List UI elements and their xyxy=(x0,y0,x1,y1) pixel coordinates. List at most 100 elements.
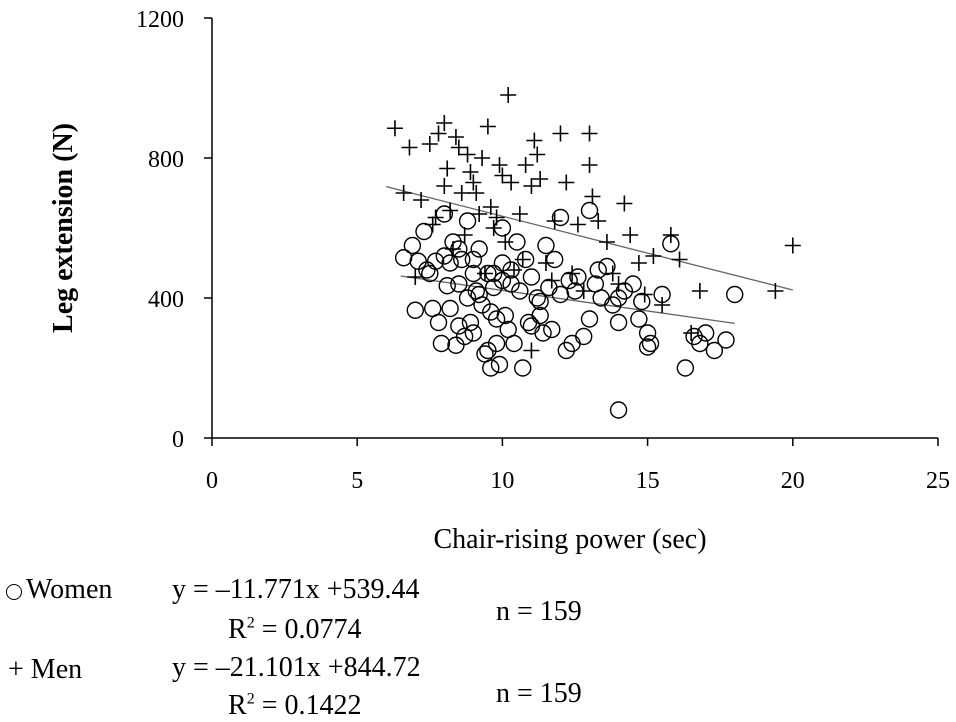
women-point xyxy=(490,355,509,374)
men-point xyxy=(630,255,647,271)
men-point xyxy=(691,283,708,299)
women-point xyxy=(543,320,561,339)
men-point xyxy=(645,248,662,264)
women-point xyxy=(482,359,500,377)
men-point xyxy=(552,125,569,142)
legend-women: Women xyxy=(6,576,112,604)
women-r2: R2 = 0.0774 xyxy=(228,614,362,645)
men-point xyxy=(413,192,430,208)
women-point xyxy=(464,250,483,269)
women-point xyxy=(676,359,695,377)
men-point xyxy=(683,325,700,341)
men-point xyxy=(447,129,464,145)
women-point xyxy=(511,282,529,300)
women-r2-sup: 2 xyxy=(246,614,255,632)
men-point xyxy=(558,174,575,191)
women-point xyxy=(426,252,445,270)
women-point xyxy=(580,201,599,220)
men-point xyxy=(584,188,601,205)
men-point xyxy=(500,87,517,103)
women-point xyxy=(479,341,497,360)
circle-marker-icon xyxy=(6,583,22,600)
women-point xyxy=(406,301,424,319)
men-point xyxy=(662,227,679,243)
women-point xyxy=(502,275,520,293)
men-point xyxy=(474,150,491,166)
men-point xyxy=(436,178,453,194)
men-point xyxy=(427,209,444,226)
women-point xyxy=(691,334,709,353)
women-point xyxy=(685,327,703,346)
women-point xyxy=(575,327,593,346)
men-point xyxy=(424,216,441,233)
women-point xyxy=(638,338,657,356)
women-point xyxy=(638,324,657,342)
women-point xyxy=(589,261,607,279)
men-point xyxy=(450,139,467,156)
men-point xyxy=(488,209,505,226)
women-point xyxy=(609,289,628,307)
women-point xyxy=(487,334,506,353)
women-r2-value: = 0.0774 xyxy=(254,614,362,645)
men-point xyxy=(401,139,418,156)
men-point xyxy=(671,251,688,268)
men-point xyxy=(517,157,534,173)
women-point xyxy=(531,292,549,311)
women-point xyxy=(557,341,575,360)
women-point xyxy=(615,282,634,300)
y-tick-label: 0 xyxy=(172,427,184,453)
men-point xyxy=(598,234,615,250)
men-point xyxy=(407,269,424,285)
women-point xyxy=(551,285,570,304)
women-point xyxy=(563,334,581,353)
men-point xyxy=(503,174,520,191)
women-point xyxy=(630,310,648,328)
men-r2-sup: 2 xyxy=(246,690,255,708)
men-point xyxy=(386,120,403,137)
women-point xyxy=(493,254,512,272)
x-axis-title: Chair-rising power (sec) xyxy=(433,524,706,555)
men-point xyxy=(497,234,514,250)
men-point xyxy=(479,118,496,135)
men-point xyxy=(462,164,479,180)
legend-men: + Men xyxy=(8,656,82,684)
women-point xyxy=(441,254,459,272)
women-point xyxy=(487,310,506,328)
men-point xyxy=(395,185,412,201)
men-point xyxy=(537,255,554,271)
women-point xyxy=(534,324,552,342)
women-point xyxy=(470,285,488,304)
women-point xyxy=(484,278,503,297)
men-r2: R2 = 0.1422 xyxy=(228,690,362,721)
women-point xyxy=(441,299,459,318)
men-point xyxy=(543,272,560,289)
women-point xyxy=(458,289,477,307)
x-tick-label: 0 xyxy=(206,468,218,494)
men-point xyxy=(514,251,531,268)
women-point xyxy=(429,313,448,332)
women-point xyxy=(540,278,558,297)
tick-labels: 0 5 10 15 20 25 0 400 800 1200 xyxy=(136,7,950,494)
women-point xyxy=(409,252,427,270)
women-point xyxy=(519,313,538,332)
men-point xyxy=(590,213,607,229)
men-point xyxy=(459,146,476,163)
scatter-chart: 0 5 10 15 20 25 0 400 800 1200 Chair-rising power… xyxy=(48,7,950,555)
men-point xyxy=(485,220,502,236)
men-trend-line xyxy=(386,186,793,291)
women-point xyxy=(458,212,477,230)
men-point xyxy=(453,185,470,201)
men-point xyxy=(616,195,633,212)
men-point xyxy=(491,157,508,173)
women-point xyxy=(528,289,546,307)
women-point xyxy=(569,268,587,286)
women-equation: y = –11.771x +539.44 xyxy=(172,574,420,605)
axes xyxy=(204,17,939,446)
women-point xyxy=(505,334,523,353)
men-r2-value: = 0.1422 xyxy=(254,690,362,721)
x-tick-label: 25 xyxy=(926,468,950,494)
men-point xyxy=(784,237,801,254)
men-point xyxy=(442,202,459,219)
men-point xyxy=(636,286,653,303)
men-point xyxy=(439,160,456,177)
